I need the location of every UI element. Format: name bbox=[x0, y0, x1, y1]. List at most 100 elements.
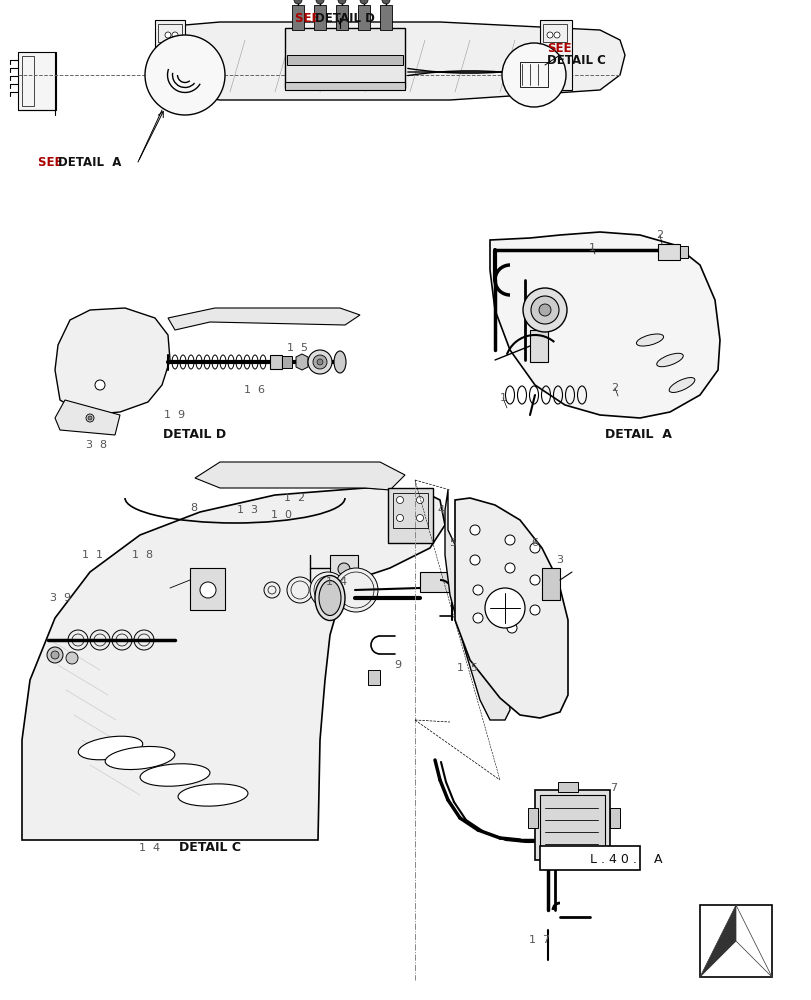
Text: 3  9: 3 9 bbox=[50, 593, 71, 603]
Text: DETAIL  A: DETAIL A bbox=[58, 156, 121, 169]
Bar bbox=[539, 846, 639, 870]
Circle shape bbox=[307, 350, 332, 374]
Bar bbox=[557, 782, 577, 792]
Text: 7: 7 bbox=[610, 783, 617, 793]
Polygon shape bbox=[735, 905, 771, 977]
Circle shape bbox=[530, 296, 558, 324]
Circle shape bbox=[337, 0, 345, 4]
Circle shape bbox=[286, 577, 312, 603]
Ellipse shape bbox=[319, 580, 341, 615]
Bar bbox=[541, 568, 560, 600]
Bar bbox=[539, 795, 604, 855]
Circle shape bbox=[145, 35, 225, 115]
Bar bbox=[329, 555, 358, 583]
Text: 1  4: 1 4 bbox=[139, 843, 161, 853]
Text: 1  3: 1 3 bbox=[237, 505, 258, 515]
Text: 1  7: 1 7 bbox=[529, 935, 550, 945]
Text: 1  1: 1 1 bbox=[83, 550, 103, 560]
Polygon shape bbox=[296, 354, 307, 370]
Text: 1  5: 1 5 bbox=[287, 343, 308, 353]
Polygon shape bbox=[55, 400, 120, 435]
Text: 2: 2 bbox=[655, 230, 663, 240]
Ellipse shape bbox=[656, 353, 682, 367]
Circle shape bbox=[294, 0, 302, 4]
Bar bbox=[419, 572, 454, 592]
Text: 9: 9 bbox=[394, 660, 401, 670]
Circle shape bbox=[112, 630, 132, 650]
Circle shape bbox=[473, 585, 483, 595]
Bar bbox=[388, 488, 432, 543]
Text: 1  2: 1 2 bbox=[284, 493, 305, 503]
Circle shape bbox=[95, 380, 105, 390]
Circle shape bbox=[359, 0, 367, 4]
Bar bbox=[699, 905, 771, 977]
Circle shape bbox=[333, 568, 378, 612]
Circle shape bbox=[68, 630, 88, 650]
Text: 8: 8 bbox=[191, 503, 197, 513]
Circle shape bbox=[504, 563, 514, 573]
Circle shape bbox=[530, 575, 539, 585]
Text: 1  5: 1 5 bbox=[457, 663, 478, 673]
Text: 1  8: 1 8 bbox=[132, 550, 153, 560]
Bar bbox=[158, 24, 182, 42]
Circle shape bbox=[316, 359, 323, 365]
Bar bbox=[155, 20, 185, 90]
Ellipse shape bbox=[140, 764, 210, 786]
Circle shape bbox=[90, 630, 109, 650]
Text: 3  8: 3 8 bbox=[86, 440, 107, 450]
Circle shape bbox=[165, 32, 171, 38]
Circle shape bbox=[470, 525, 479, 535]
Ellipse shape bbox=[78, 736, 143, 760]
Polygon shape bbox=[444, 490, 509, 720]
Text: L . 4 0 .: L . 4 0 . bbox=[590, 853, 636, 866]
Circle shape bbox=[547, 32, 552, 38]
Circle shape bbox=[134, 630, 154, 650]
Text: 1: 1 bbox=[499, 393, 506, 403]
Circle shape bbox=[416, 496, 423, 504]
Ellipse shape bbox=[333, 351, 345, 373]
Circle shape bbox=[312, 355, 327, 369]
Text: DETAIL D: DETAIL D bbox=[315, 12, 375, 25]
Bar bbox=[190, 568, 225, 610]
Text: 6: 6 bbox=[531, 538, 538, 548]
Circle shape bbox=[381, 0, 389, 4]
Circle shape bbox=[86, 414, 94, 422]
Circle shape bbox=[172, 32, 178, 38]
Ellipse shape bbox=[636, 334, 663, 346]
Text: SEE: SEE bbox=[294, 12, 324, 25]
Circle shape bbox=[315, 0, 324, 4]
Bar bbox=[285, 82, 405, 90]
Polygon shape bbox=[55, 308, 169, 415]
Bar bbox=[281, 356, 292, 368]
Bar bbox=[679, 246, 687, 258]
Circle shape bbox=[473, 613, 483, 623]
Text: 1: 1 bbox=[588, 243, 594, 253]
Text: 4: 4 bbox=[437, 505, 444, 515]
Polygon shape bbox=[699, 905, 735, 977]
Bar bbox=[286, 55, 402, 65]
Bar bbox=[530, 330, 547, 362]
Bar bbox=[519, 62, 547, 87]
Polygon shape bbox=[22, 488, 444, 840]
Bar bbox=[358, 5, 370, 30]
Bar bbox=[534, 790, 609, 860]
Text: 1  9: 1 9 bbox=[165, 410, 186, 420]
Circle shape bbox=[337, 563, 350, 575]
Circle shape bbox=[416, 514, 423, 522]
Text: 1  0: 1 0 bbox=[271, 510, 292, 520]
Bar bbox=[393, 493, 427, 528]
Bar bbox=[543, 24, 566, 42]
Text: SEE: SEE bbox=[547, 42, 571, 55]
Circle shape bbox=[200, 582, 216, 598]
Text: SEE: SEE bbox=[38, 156, 67, 169]
Text: 3: 3 bbox=[556, 555, 563, 565]
Circle shape bbox=[396, 514, 403, 522]
Circle shape bbox=[310, 572, 345, 608]
Polygon shape bbox=[489, 232, 719, 418]
Polygon shape bbox=[195, 462, 405, 490]
Bar bbox=[22, 56, 34, 106]
Circle shape bbox=[264, 582, 280, 598]
Circle shape bbox=[506, 623, 517, 633]
Polygon shape bbox=[168, 308, 359, 330]
Text: A: A bbox=[653, 853, 662, 866]
